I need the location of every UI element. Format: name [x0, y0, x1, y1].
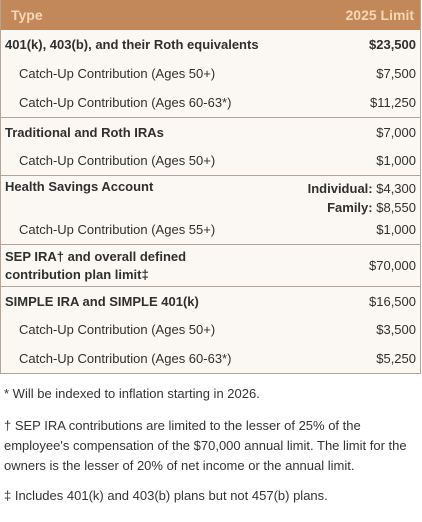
row-label: Catch-Up Contribution (Ages 60-63*)	[19, 351, 232, 366]
row-value: $3,500	[376, 322, 416, 337]
row-value: $5,250	[376, 351, 416, 366]
hsa-family-label: Family:	[327, 200, 373, 215]
table-row-simple: SIMPLE IRA and SIMPLE 401(k) $16,500	[1, 286, 420, 315]
row-value: $7,500	[376, 66, 416, 81]
hsa-individual-value: $4,300	[376, 181, 416, 196]
table-row-401k-catchup-50: Catch-Up Contribution (Ages 50+) $7,500	[1, 59, 420, 88]
row-label: Traditional and Roth IRAs	[5, 124, 164, 140]
contribution-limits-table: Type 2025 Limit 401(k), 403(b), and thei…	[0, 0, 421, 374]
table-row-ira: Traditional and Roth IRAs $7,000	[1, 117, 420, 146]
row-label: SIMPLE IRA and SIMPLE 401(k)	[5, 293, 199, 309]
row-value: $11,250	[369, 95, 416, 110]
footnote-asterisk: * Will be indexed to inflation starting …	[4, 386, 260, 401]
table-row-401k-catchup-60: Catch-Up Contribution (Ages 60-63*) $11,…	[1, 88, 420, 117]
row-label: Catch-Up Contribution (Ages 50+)	[19, 153, 216, 168]
footnote-double-dagger: ‡ Includes 401(k) and 403(b) plans but n…	[4, 488, 328, 503]
row-value: $23,500	[369, 37, 416, 52]
hsa-family: Family: $8,550	[308, 198, 416, 217]
hsa-family-value: $8,550	[376, 200, 416, 215]
row-label: Catch-Up Contribution (Ages 50+)	[19, 322, 216, 337]
hsa-individual-label: Individual:	[307, 181, 373, 196]
footnotes: * Will be indexed to inflation starting …	[4, 384, 416, 516]
table-row-simple-catchup-50: Catch-Up Contribution (Ages 50+) $3,500	[1, 315, 420, 344]
table-row-401k: 401(k), 403(b), and their Roth equivalen…	[1, 30, 420, 59]
footnote-dagger: † SEP IRA contributions are limited to t…	[4, 418, 407, 473]
table-row-hsa: Health Savings Account Individual: $4,30…	[1, 175, 420, 215]
row-label: 401(k), 403(b), and their Roth equivalen…	[5, 37, 259, 52]
table-row-hsa-catchup-55: Catch-Up Contribution (Ages 55+) $1,000	[1, 215, 420, 244]
row-value: $70,000	[369, 258, 416, 273]
table-row-ira-catchup-50: Catch-Up Contribution (Ages 50+) $1,000	[1, 146, 420, 175]
hsa-limits: Individual: $4,300 Family: $8,550	[308, 179, 416, 217]
row-value: $1,000	[376, 153, 416, 168]
table-row-simple-catchup-60: Catch-Up Contribution (Ages 60-63*) $5,2…	[1, 344, 420, 373]
limit-column-header: 2025 Limit	[345, 7, 414, 23]
row-label: Catch-Up Contribution (Ages 60-63*)	[19, 95, 232, 110]
row-label: SEP IRA† and overall defined contributio…	[5, 248, 186, 284]
sep-label-line1: SEP IRA† and overall defined	[5, 248, 187, 264]
row-value: $1,000	[376, 222, 416, 237]
table-row-sep: SEP IRA† and overall defined contributio…	[1, 244, 420, 286]
row-value: $7,000	[376, 124, 416, 140]
row-label: Health Savings Account	[5, 179, 154, 194]
type-column-header: Type	[11, 7, 43, 23]
table-header: Type 2025 Limit	[1, 0, 420, 30]
row-label: Catch-Up Contribution (Ages 55+)	[19, 222, 216, 237]
hsa-individual: Individual: $4,300	[308, 179, 416, 198]
row-label: Catch-Up Contribution (Ages 50+)	[19, 66, 216, 81]
row-value: $16,500	[369, 293, 416, 309]
sep-label-line2: contribution plan limit‡	[5, 266, 149, 282]
